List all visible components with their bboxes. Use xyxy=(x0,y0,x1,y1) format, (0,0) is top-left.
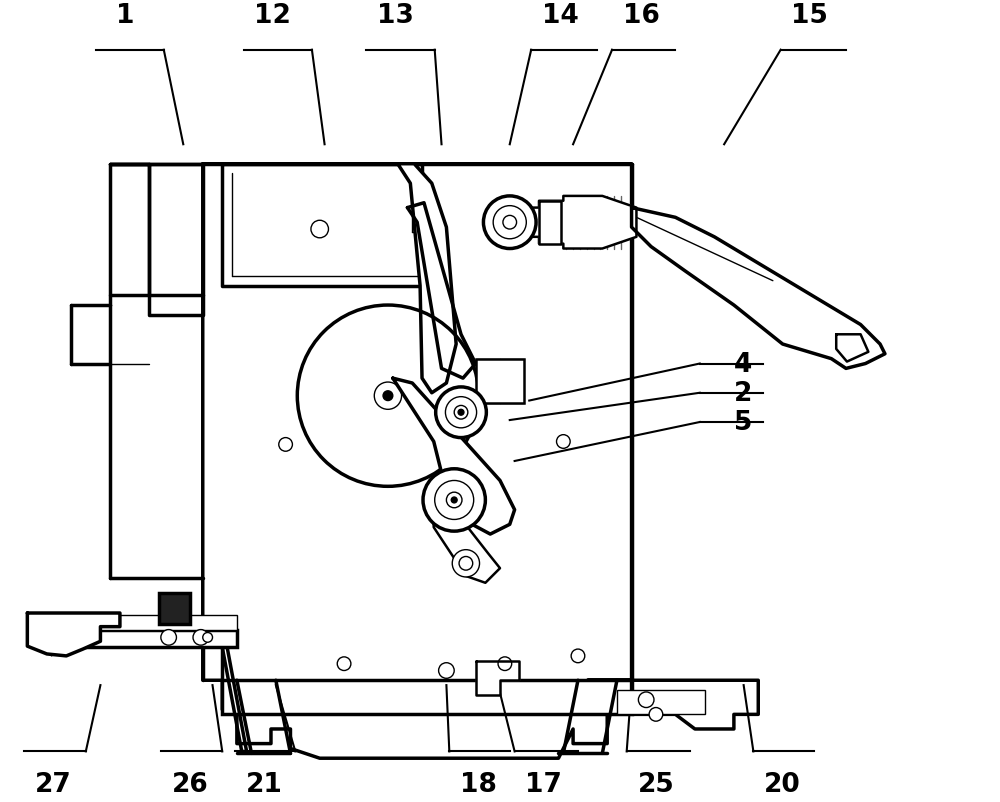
Circle shape xyxy=(436,387,486,438)
Circle shape xyxy=(446,492,462,508)
Bar xyxy=(81,615,237,630)
Text: 26: 26 xyxy=(172,771,208,797)
Text: 12: 12 xyxy=(254,3,291,29)
Polygon shape xyxy=(407,204,476,379)
Text: 16: 16 xyxy=(623,3,660,29)
Circle shape xyxy=(557,435,570,449)
Circle shape xyxy=(445,397,477,428)
Polygon shape xyxy=(203,164,632,758)
Circle shape xyxy=(638,692,654,707)
Circle shape xyxy=(279,438,292,452)
Text: 13: 13 xyxy=(377,3,414,29)
Polygon shape xyxy=(393,379,515,534)
Text: 17: 17 xyxy=(525,771,562,797)
Circle shape xyxy=(383,391,393,401)
Circle shape xyxy=(498,657,512,670)
Circle shape xyxy=(483,196,536,249)
Text: 15: 15 xyxy=(791,3,828,29)
Circle shape xyxy=(423,469,485,532)
Text: 21: 21 xyxy=(246,771,283,797)
Text: 2: 2 xyxy=(734,380,752,407)
Text: 25: 25 xyxy=(638,771,674,797)
Circle shape xyxy=(503,216,517,229)
Text: 27: 27 xyxy=(35,771,72,797)
Circle shape xyxy=(435,481,474,520)
Text: 18: 18 xyxy=(460,771,497,797)
Circle shape xyxy=(203,633,213,642)
Circle shape xyxy=(454,406,468,419)
Circle shape xyxy=(493,206,526,240)
Polygon shape xyxy=(222,164,437,286)
Bar xyxy=(476,359,524,403)
Polygon shape xyxy=(539,201,561,245)
Text: 14: 14 xyxy=(542,3,579,29)
Circle shape xyxy=(374,383,402,410)
Circle shape xyxy=(571,650,585,663)
Polygon shape xyxy=(588,680,758,729)
Text: 5: 5 xyxy=(734,410,752,435)
Circle shape xyxy=(459,557,473,570)
Circle shape xyxy=(297,306,479,487)
Circle shape xyxy=(452,550,480,577)
Circle shape xyxy=(458,410,464,415)
Polygon shape xyxy=(27,614,120,656)
Polygon shape xyxy=(476,661,519,695)
Polygon shape xyxy=(432,491,500,583)
Text: 4: 4 xyxy=(734,351,752,377)
Circle shape xyxy=(193,630,209,646)
Text: 20: 20 xyxy=(764,771,801,797)
Bar xyxy=(159,593,190,624)
Circle shape xyxy=(649,707,663,721)
Polygon shape xyxy=(510,196,636,249)
Circle shape xyxy=(337,657,351,670)
Circle shape xyxy=(439,663,454,678)
Circle shape xyxy=(451,497,457,504)
Polygon shape xyxy=(836,335,868,363)
Circle shape xyxy=(311,221,328,238)
Text: 1: 1 xyxy=(116,3,134,29)
Circle shape xyxy=(161,630,176,646)
Bar xyxy=(222,680,632,715)
Bar xyxy=(81,630,237,647)
Polygon shape xyxy=(398,164,456,393)
Polygon shape xyxy=(632,209,885,369)
Bar xyxy=(617,691,705,715)
